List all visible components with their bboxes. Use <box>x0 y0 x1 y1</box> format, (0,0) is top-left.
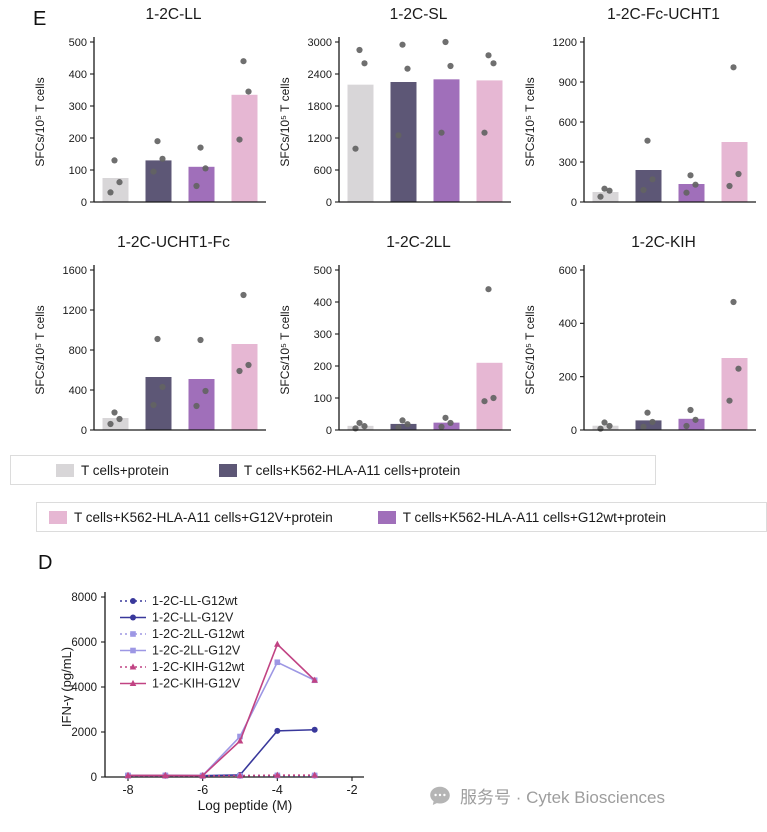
svg-text:-6: -6 <box>197 783 208 797</box>
panel-e-label: E <box>33 8 47 30</box>
svg-text:1200: 1200 <box>553 37 577 49</box>
svg-text:400: 400 <box>559 318 577 330</box>
legend-swatch <box>218 463 237 477</box>
legend-label: T cells+protein <box>81 462 169 478</box>
svg-text:2000: 2000 <box>71 727 97 739</box>
legend-swatch <box>377 510 396 524</box>
svg-text:0: 0 <box>326 425 332 437</box>
legend-row-1: T cells+protein T cells+K562-HLA-A11 cel… <box>10 455 656 485</box>
bar-chart-1-2c-ucht1-fc: 1-2C-UCHT1-Fc SFCs/10⁵ T cells 0 400 800 12… <box>28 232 273 450</box>
bar-chart-1-2c-fc-ucht1: 1-2C-Fc-UCHT1 SFCs/10⁵ T cells 0 300 600 90… <box>518 4 763 222</box>
svg-text:0: 0 <box>81 197 87 209</box>
bar-chart-plot: 0 300 600 900 1200 <box>553 37 756 209</box>
svg-text:-8: -8 <box>122 783 133 797</box>
bar-chart-plot: 0 100 200 300 400 500 <box>314 265 511 437</box>
svg-text:100: 100 <box>314 393 332 405</box>
legend-item-g12v-protein: T cells+K562-HLA-A11 cells+G12V+protein <box>49 510 333 525</box>
svg-text:-2: -2 <box>346 783 357 797</box>
bar-chart-row-1: 1-2C-LL SFCs/10⁵ T cells 0 100 200 300 400 50… <box>28 4 763 222</box>
svg-text:1200: 1200 <box>308 133 332 145</box>
x-axis-label: Log peptide (M) <box>197 798 293 813</box>
legend-swatch <box>49 510 67 524</box>
svg-text:-4: -4 <box>272 783 283 797</box>
svg-text:400: 400 <box>314 297 332 309</box>
svg-text:300: 300 <box>314 329 332 341</box>
watermark-text: 服务号 · Cytek Biosciences <box>460 788 665 807</box>
svg-text:400: 400 <box>69 385 87 397</box>
svg-text:1800: 1800 <box>308 101 332 113</box>
legend-item-t-cells-protein: T cells+protein <box>56 463 169 478</box>
svg-text:0: 0 <box>571 197 577 209</box>
svg-text:500: 500 <box>314 265 332 277</box>
bar-chart-1-2c-kih: 1-2C-KIH SFCs/10⁵ T cells 0 200 400 600 <box>518 232 763 450</box>
svg-text:0: 0 <box>326 197 332 209</box>
legend-swatch <box>56 463 74 477</box>
panel-d-label: D <box>38 552 53 574</box>
bar-chart-1-2c-sl: 1-2C-SL SFCs/10⁵ T cells 0 600 1200 1800 240… <box>273 4 518 222</box>
chart-title: 1-2C-LL <box>145 6 202 23</box>
svg-text:1-2C-LL-G12wt: 1-2C-LL-G12wt <box>152 594 238 608</box>
svg-text:800: 800 <box>69 345 87 357</box>
watermark: 服务号 · Cytek Biosciences <box>428 783 665 808</box>
svg-text:1-2C-2LL-G12wt: 1-2C-2LL-G12wt <box>152 627 245 641</box>
svg-text:1600: 1600 <box>63 265 87 277</box>
svg-text:4000: 4000 <box>71 682 97 694</box>
chart-title: 1-2C-KIH <box>631 234 696 251</box>
svg-text:900: 900 <box>559 77 577 89</box>
bar-chart-grid: 1-2C-LL SFCs/10⁵ T cells 0 100 200 300 400 50… <box>28 4 763 450</box>
svg-text:1-2C-LL-G12V: 1-2C-LL-G12V <box>152 611 234 625</box>
svg-text:2400: 2400 <box>308 69 332 81</box>
svg-text:1-2C-2LL-G12V: 1-2C-2LL-G12V <box>152 644 241 658</box>
chart-title: 1-2C-Fc-UCHT1 <box>607 6 720 23</box>
svg-text:300: 300 <box>69 101 87 113</box>
svg-text:8000: 8000 <box>71 592 97 604</box>
svg-text:6000: 6000 <box>71 637 97 649</box>
svg-text:200: 200 <box>314 361 332 373</box>
bar-chart-plot: 0 600 1200 1800 2400 3000 <box>308 37 511 209</box>
svg-text:400: 400 <box>69 69 87 81</box>
legend-label: T cells+K562-HLA-A11 cells+G12wt+protein <box>402 509 667 525</box>
svg-text:200: 200 <box>559 371 577 383</box>
svg-text:0: 0 <box>91 772 97 784</box>
line-chart-plot: 0 2000 4000 6000 8000 -8 -6 -4 -2 1-2C-LL-G12wt 1-… <box>71 592 364 797</box>
line-chart-ifn-gamma: IFN-γ (pg/mL) Log peptide (M) 0 2000 4000 6… <box>42 560 472 822</box>
bar-chart-plot: 0 400 800 1200 1600 <box>63 265 266 437</box>
chart-title: 1-2C-SL <box>389 6 448 23</box>
legend-item-k562-protein: T cells+K562-HLA-A11 cells+protein <box>218 462 461 478</box>
legend-row-2: T cells+K562-HLA-A11 cells+G12V+protein … <box>36 502 767 532</box>
chart-title: 1-2C-2LL <box>386 234 451 251</box>
svg-text:300: 300 <box>559 157 577 169</box>
svg-text:0: 0 <box>571 425 577 437</box>
legend-label: T cells+K562-HLA-A11 cells+protein <box>243 462 461 478</box>
svg-text:100: 100 <box>69 165 87 177</box>
svg-text:600: 600 <box>559 265 577 277</box>
bar-chart-1-2c-ll: 1-2C-LL SFCs/10⁵ T cells 0 100 200 300 400 50… <box>28 4 273 222</box>
svg-text:600: 600 <box>314 165 332 177</box>
chat-bubble-icon <box>430 786 450 805</box>
legend-item-g12wt-protein: T cells+K562-HLA-A11 cells+G12wt+protein <box>377 509 667 525</box>
svg-text:200: 200 <box>69 133 87 145</box>
chart-title: 1-2C-UCHT1-Fc <box>117 234 230 251</box>
svg-text:1200: 1200 <box>63 305 87 317</box>
svg-text:0: 0 <box>81 425 87 437</box>
svg-text:600: 600 <box>559 117 577 129</box>
bar-chart-plot: 0 100 200 300 400 500 <box>69 37 266 209</box>
bar-chart-plot: 0 200 400 600 <box>559 265 756 437</box>
legend-label: T cells+K562-HLA-A11 cells+G12V+protein <box>74 509 333 525</box>
svg-text:3000: 3000 <box>308 37 332 49</box>
svg-text:1-2C-KIH-G12wt: 1-2C-KIH-G12wt <box>152 660 245 674</box>
svg-text:500: 500 <box>69 37 87 49</box>
bar-chart-row-2: 1-2C-UCHT1-Fc SFCs/10⁵ T cells 0 400 800 12… <box>28 232 763 450</box>
bar-chart-1-2c-2ll: 1-2C-2LL SFCs/10⁵ T cells 0 100 200 300 400 5… <box>273 232 518 450</box>
svg-text:1-2C-KIH-G12V: 1-2C-KIH-G12V <box>152 677 241 691</box>
